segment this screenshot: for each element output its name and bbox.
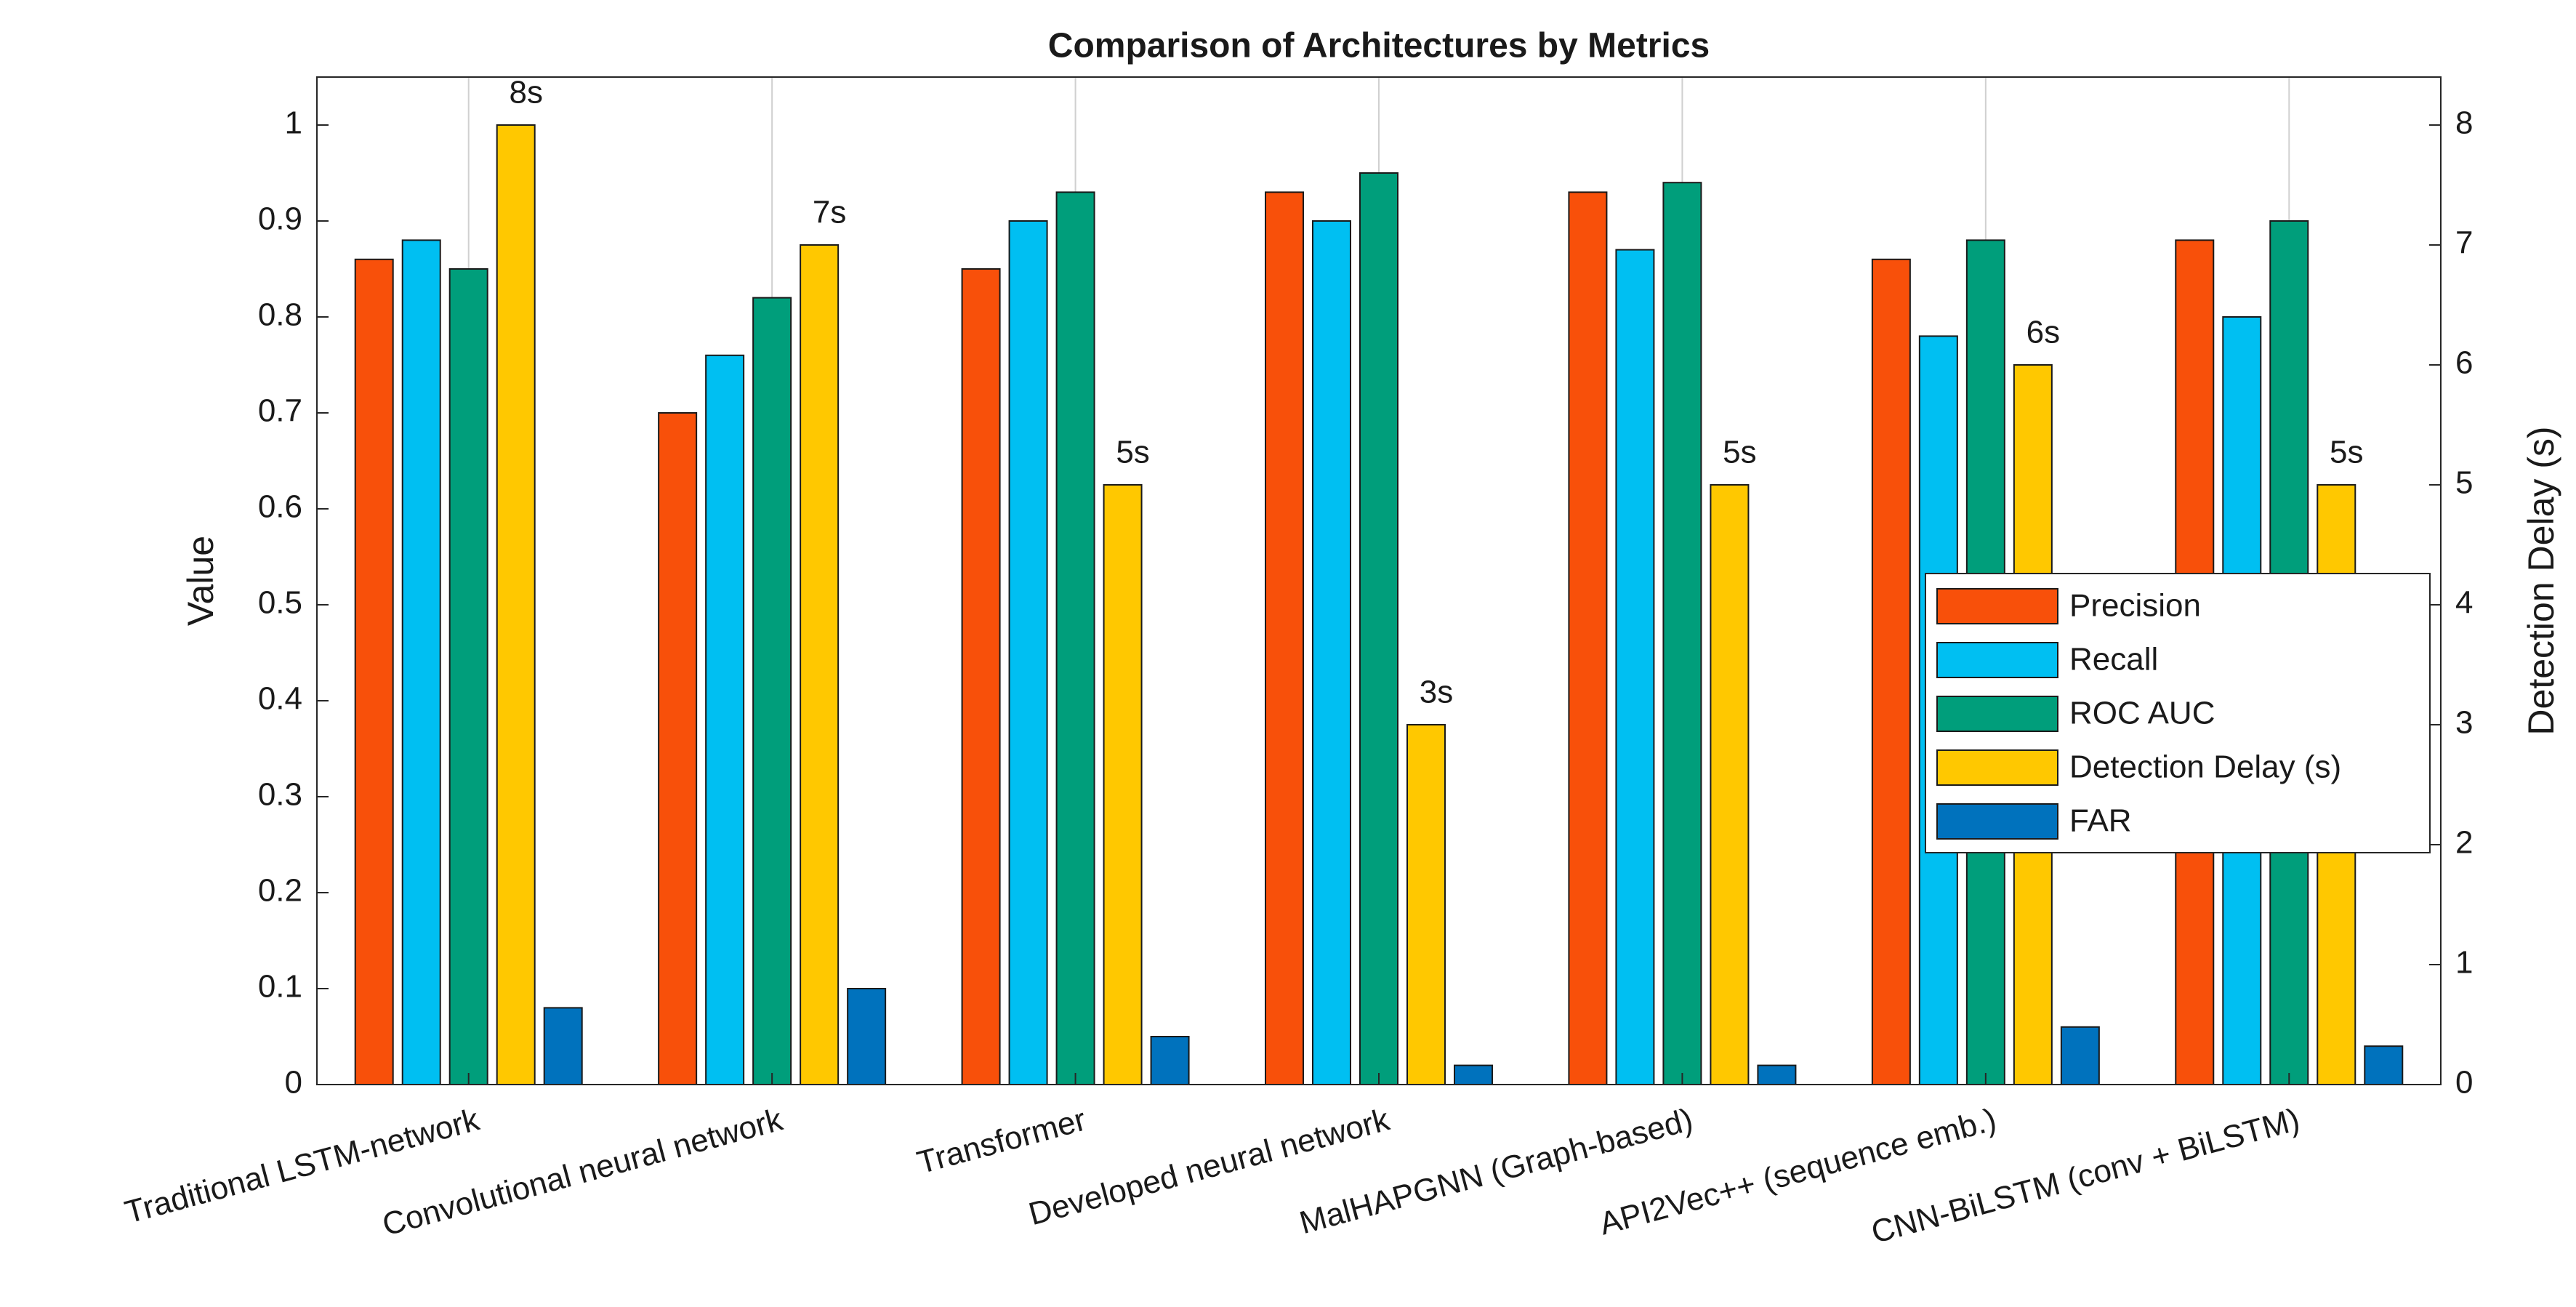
bar xyxy=(2060,1026,2100,1086)
legend-swatch xyxy=(1936,642,2058,678)
bar xyxy=(1871,258,1911,1085)
bar xyxy=(1406,724,1446,1085)
y-axis-title: Value xyxy=(180,536,221,626)
y-tick-label: 0.7 xyxy=(258,393,302,429)
legend-label: Precision xyxy=(2069,588,2201,624)
bar xyxy=(705,354,745,1085)
bar xyxy=(2364,1045,2404,1085)
y-tick-label: 0.1 xyxy=(258,969,302,1005)
y2-tick-label: 2 xyxy=(2455,825,2473,861)
bar xyxy=(1055,191,1095,1085)
y-tick-label: 0.9 xyxy=(258,201,302,237)
bar xyxy=(1312,220,1351,1085)
chart-title: Comparison of Architectures by Metrics xyxy=(1048,27,1710,65)
legend-label: ROC AUC xyxy=(2069,696,2215,731)
y2-tick-label: 6 xyxy=(2455,345,2473,381)
bar xyxy=(1662,182,1702,1086)
bar xyxy=(1568,191,1608,1085)
bar xyxy=(1265,191,1304,1085)
bar xyxy=(1150,1036,1190,1085)
bar xyxy=(401,239,441,1085)
value-label: 7s xyxy=(813,195,846,230)
bar xyxy=(543,1007,583,1086)
bar xyxy=(496,124,536,1085)
legend-label: Recall xyxy=(2069,642,2158,677)
bar xyxy=(448,268,488,1085)
legend-swatch xyxy=(1936,749,2058,786)
value-label: 5s xyxy=(1116,435,1149,470)
y2-axis-title: Detection Delay (s) xyxy=(2521,426,2561,735)
value-label: 5s xyxy=(2330,435,2363,470)
y2-tick-label: 4 xyxy=(2455,585,2473,621)
y-tick-label: 0.6 xyxy=(258,489,302,525)
y2-tick-label: 1 xyxy=(2455,945,2473,981)
bar xyxy=(1103,484,1143,1085)
legend-swatch xyxy=(1936,588,2058,624)
legend-swatch xyxy=(1936,803,2058,840)
x-tick-label: Transformer xyxy=(914,1102,1090,1181)
bar xyxy=(1757,1064,1797,1085)
value-label: 6s xyxy=(2026,315,2060,350)
bar xyxy=(1008,220,1048,1085)
y-tick-label: 0.2 xyxy=(258,873,302,909)
bar xyxy=(354,258,394,1085)
y-tick-label: 0.4 xyxy=(258,681,302,717)
bar xyxy=(961,268,1001,1085)
legend-swatch xyxy=(1936,696,2058,732)
bar xyxy=(1710,484,1750,1085)
y-tick-label: 1 xyxy=(285,105,302,141)
bar xyxy=(1615,249,1655,1086)
bar xyxy=(1454,1064,1493,1085)
legend-label: Detection Delay (s) xyxy=(2069,749,2341,785)
legend-label: FAR xyxy=(2069,803,2132,839)
y2-tick-label: 7 xyxy=(2455,225,2473,261)
y-tick-label: 0.3 xyxy=(258,777,302,813)
bar xyxy=(658,412,698,1085)
bar xyxy=(752,297,792,1086)
bar xyxy=(1359,172,1398,1085)
value-label: 8s xyxy=(509,75,542,110)
y-tick-label: 0 xyxy=(285,1065,302,1101)
value-label: 5s xyxy=(1723,435,1756,470)
y-tick-label: 0.5 xyxy=(258,585,302,621)
y-tick-label: 0.8 xyxy=(258,297,302,333)
y2-tick-label: 3 xyxy=(2455,705,2473,741)
y2-tick-label: 5 xyxy=(2455,465,2473,501)
bar xyxy=(800,244,840,1085)
y2-tick-label: 8 xyxy=(2455,105,2473,141)
y2-tick-label: 0 xyxy=(2455,1065,2473,1101)
value-label: 3s xyxy=(1420,675,1453,710)
bar xyxy=(847,988,887,1085)
